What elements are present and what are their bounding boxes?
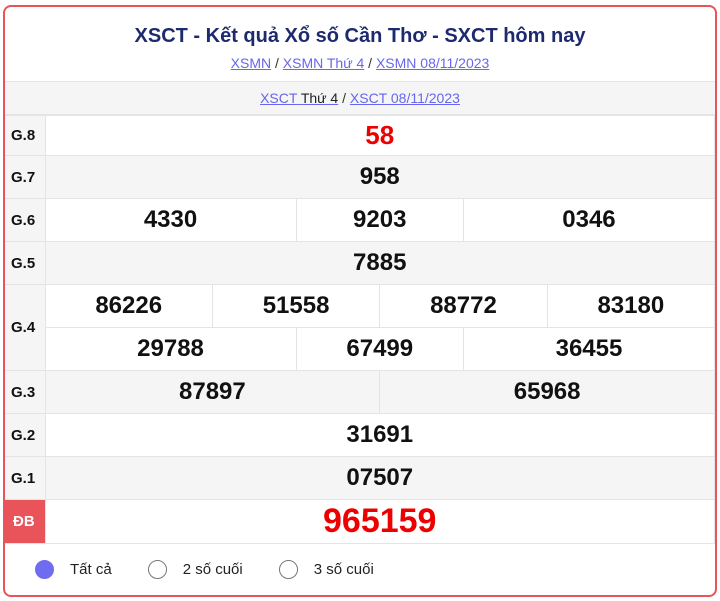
header: XSCT - Kết quả Xổ số Cần Thơ - SXCT hôm … — [5, 7, 715, 82]
row-g1: G.1 07507 — [5, 456, 715, 500]
filter-all[interactable]: Tất cả — [35, 560, 112, 579]
prize-value: 31691 — [44, 413, 715, 457]
link-xsct-thu4[interactable]: XSCT Thứ 4 — [260, 90, 338, 106]
prize-value: 958 — [44, 155, 715, 199]
prize-value: 7885 — [44, 241, 715, 285]
filter-label: Tất cả — [70, 561, 112, 578]
prize-value: 4330 — [44, 198, 297, 242]
link-xsmn-thu4[interactable]: XSMN Thứ 4 — [282, 55, 365, 71]
prize-value: 86226 — [44, 284, 213, 328]
row-g3: G.3 87897 65968 — [5, 370, 715, 414]
prize-label: G.5 — [5, 241, 46, 285]
prize-value: 36455 — [462, 327, 715, 371]
filter-label: 3 số cuối — [313, 561, 374, 578]
page-title: XSCT - Kết quả Xổ số Cần Thơ - SXCT hôm … — [134, 25, 586, 47]
results-table: G.8 58 G.7 958 G.6 4330 9203 0346 G.5 7885 G.4… — [5, 115, 715, 544]
prize-label: G.1 — [5, 456, 46, 500]
row-g6: G.6 4330 9203 0346 — [5, 198, 715, 242]
special-prize-value: 965159 — [44, 499, 715, 544]
prize-label: G.8 — [5, 115, 46, 156]
row-g5: G.5 7885 — [5, 241, 715, 285]
row-g8: G.8 58 — [5, 115, 715, 156]
filter-last-3[interactable]: 3 số cuối — [278, 560, 374, 579]
sub-links: XSCT Thứ 4 / XSCT 08/11/2023 — [5, 82, 715, 115]
link-part: Thứ 4 — [300, 90, 339, 106]
link-part: XSCT — [260, 90, 298, 106]
row-db: ĐB 965159 — [5, 499, 715, 544]
radio-icon[interactable] — [278, 560, 298, 579]
prize-value: 58 — [44, 115, 715, 156]
prize-value: 51558 — [211, 284, 381, 328]
link-xsct-date[interactable]: XSCT 08/11/2023 — [349, 90, 460, 106]
prize-label: G.3 — [5, 370, 46, 414]
prize-value: 29788 — [44, 327, 297, 371]
results-card: XSCT - Kết quả Xổ số Cần Thơ - SXCT hôm … — [3, 5, 717, 597]
prize-label: ĐB — [5, 499, 46, 544]
filter-last-2[interactable]: 2 số cuối — [147, 560, 243, 579]
link-xsmn[interactable]: XSMN — [230, 55, 272, 71]
prize-value: 9203 — [295, 198, 464, 242]
link-xsmn-date[interactable]: XSMN 08/11/2023 — [375, 55, 490, 71]
row-g4b: 29788 67499 36455 — [5, 327, 715, 371]
prize-label: G.7 — [5, 155, 46, 199]
radio-selected-icon[interactable] — [35, 560, 54, 579]
prize-value: 0346 — [462, 198, 715, 242]
prize-label: G.4 — [5, 284, 46, 371]
prize-label: G.6 — [5, 198, 46, 242]
breadcrumb: XSMN / XSMN Thứ 4 / XSMN 08/11/2023 — [230, 55, 490, 71]
filter-label: 2 số cuối — [182, 561, 243, 578]
prize-value: 88772 — [379, 284, 548, 328]
radio-icon[interactable] — [147, 560, 167, 579]
prize-value: 83180 — [546, 284, 715, 328]
prize-label: G.2 — [5, 413, 46, 457]
prize-value: 65968 — [379, 370, 715, 414]
prize-value: 07507 — [44, 456, 715, 500]
row-g7: G.7 958 — [5, 155, 715, 199]
row-g2: G.2 31691 — [5, 413, 715, 457]
prize-value: 87897 — [44, 370, 381, 414]
row-g4a: G.4 86226 51558 88772 83180 — [5, 284, 715, 371]
digit-filter: Tất cả 2 số cuối 3 số cuối — [5, 544, 715, 579]
prize-value: 67499 — [295, 327, 464, 371]
